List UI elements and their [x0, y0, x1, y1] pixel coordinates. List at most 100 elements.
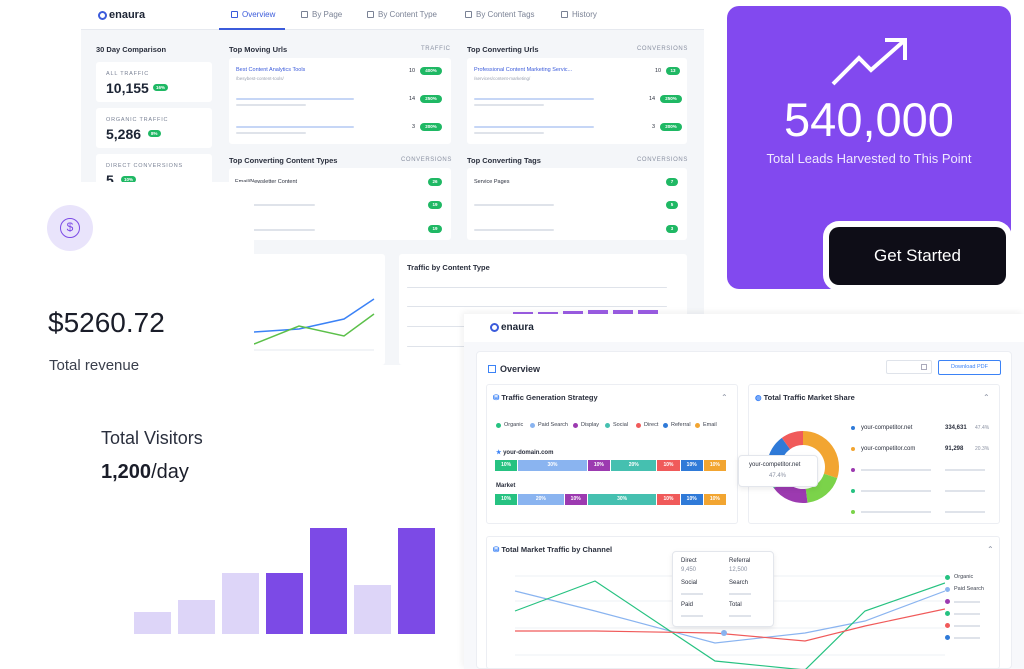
kpi-label: ALL TRAFFIC [106, 71, 150, 77]
row-number: 14 [649, 96, 656, 102]
url-path: /besybest-content-tools/ [236, 76, 284, 81]
top-converting-metric: CONVERSIONS [637, 46, 688, 52]
bar-segment: 10% [657, 460, 680, 471]
share-value: 334,631 [945, 425, 967, 431]
bar-segment: 10% [495, 494, 518, 505]
url-link[interactable]: Best Content Analytics Tools [236, 67, 306, 73]
content-tag-label: Service Pages [474, 179, 510, 185]
market-share-title: Total Traffic Market Share [763, 393, 855, 402]
logo[interactable]: enaura [490, 322, 534, 333]
get-started-button[interactable]: Get Started [829, 227, 1006, 285]
series-line [514, 580, 945, 669]
row-number: 10 [655, 68, 662, 74]
legend-label: Social [613, 422, 628, 428]
tab-history[interactable]: History [561, 10, 597, 19]
tab-label: Overview [242, 10, 276, 19]
strategy-title: Traffic Generation Strategy [501, 393, 598, 402]
chevron-up-icon[interactable]: ⌃ [983, 393, 990, 402]
content-tags-metric: CONVERSIONS [637, 157, 688, 163]
logo-text: enaura [501, 322, 534, 333]
database-icon: ⛁ [493, 393, 500, 402]
tab-overview[interactable]: Overview [231, 10, 275, 19]
legend-placeholder [954, 637, 980, 639]
channel-title-row: ⛁ Total Market Traffic by Channel [493, 545, 612, 554]
traffic-content-type-title: Traffic by Content Type [407, 263, 490, 272]
share-placeholder [861, 490, 931, 492]
bar-segment: 10% [657, 494, 680, 505]
bar-segment: 10% [587, 460, 610, 471]
share-dot [851, 510, 855, 514]
revenue-value: $5260.72 [48, 307, 165, 338]
tab-by-page[interactable]: By Page [301, 10, 342, 19]
date-range-input[interactable] [886, 360, 932, 374]
row-placeholder [474, 126, 594, 128]
bar-segment: 30% [518, 460, 587, 471]
row-badge: 200% [660, 123, 682, 131]
star-icon: ★ [496, 450, 502, 456]
legend-item: Organic [496, 422, 523, 428]
kpi-organic-traffic: ORGANIC TRAFFIC 5,286 8% [96, 108, 212, 148]
download-pdf-button[interactable]: Download PDF [938, 360, 1001, 375]
legend-placeholder [954, 625, 980, 627]
overview-title-row: Overview [488, 364, 540, 374]
market-share-card: ◍ Total Traffic Market Share ⌃ your-comp… [748, 384, 1000, 524]
row-badge: 3 [666, 225, 678, 233]
legend-label: Referral [671, 422, 691, 428]
share-placeholder [945, 469, 985, 471]
row-badge: 250% [660, 95, 682, 103]
row-number: 10 [409, 68, 416, 74]
calendar-icon [561, 11, 568, 18]
visitors-card: Total Visitors 1,200/day [0, 385, 470, 669]
domain-row-label: ★ your-domain.com [496, 449, 553, 456]
tooltip-label: Total [729, 602, 742, 608]
legend-item: Referral [663, 422, 691, 428]
top-nav: enaura Overview By Page By Content Type … [81, 0, 704, 30]
bar [588, 310, 608, 316]
url-path: /services/content-marketing/ [474, 76, 531, 81]
tooltip-label: Paid [681, 602, 694, 608]
chevron-up-icon[interactable]: ⌃ [721, 393, 728, 402]
row-badge: 13 [666, 67, 680, 75]
overview-title: Overview [500, 364, 541, 374]
series-line-blue [253, 298, 375, 333]
tab-by-content-tags[interactable]: By Content Tags [465, 10, 535, 19]
row-placeholder [236, 132, 306, 134]
tab-label: By Content Type [378, 10, 437, 19]
bar [613, 310, 633, 316]
tab-by-content-type[interactable]: By Content Type [367, 10, 437, 19]
row-placeholder [236, 126, 354, 128]
share-dot [851, 489, 855, 493]
visitors-bar [354, 585, 391, 634]
row-placeholder [236, 104, 306, 106]
content-tags-card: Service Pages 7 5 3 [467, 168, 687, 240]
share-dot [851, 426, 855, 430]
dollar-icon: $ [47, 205, 93, 251]
row-placeholder [474, 204, 554, 206]
tooltip-pct: 47.4% [769, 473, 787, 479]
grid-icon [231, 11, 238, 18]
bar-segment: 10% [703, 460, 726, 471]
legend-item: Social [605, 422, 628, 428]
row-badge: 19 [428, 225, 442, 233]
series-line-green [253, 313, 375, 345]
bar [563, 311, 583, 316]
tooltip-name: your-competitor.net [749, 462, 801, 468]
chevron-up-icon[interactable]: ⌃ [987, 545, 994, 554]
tooltip-value: 9,450 [681, 567, 697, 573]
grid-line [407, 306, 667, 307]
row-placeholder [474, 104, 544, 106]
revenue-card: $ $5260.72 Total revenue [0, 182, 254, 390]
legend-label: Paid Search [954, 586, 984, 592]
logo[interactable]: enaura [98, 9, 145, 21]
series-line [515, 608, 945, 642]
kpi-badge: 8% [148, 130, 161, 137]
url-link[interactable]: Professional Content Marketing Servic... [474, 67, 573, 73]
domain-label: your-domain.com [503, 450, 554, 456]
legend-dot [945, 575, 950, 580]
top-moving-title: Top Moving Urls [229, 45, 288, 54]
hover-point [721, 630, 727, 636]
bar-segment: 10% [495, 460, 518, 471]
tooltip-label: Social [681, 580, 698, 586]
legend-dot [605, 422, 610, 428]
bar-segment: 10% [680, 460, 703, 471]
